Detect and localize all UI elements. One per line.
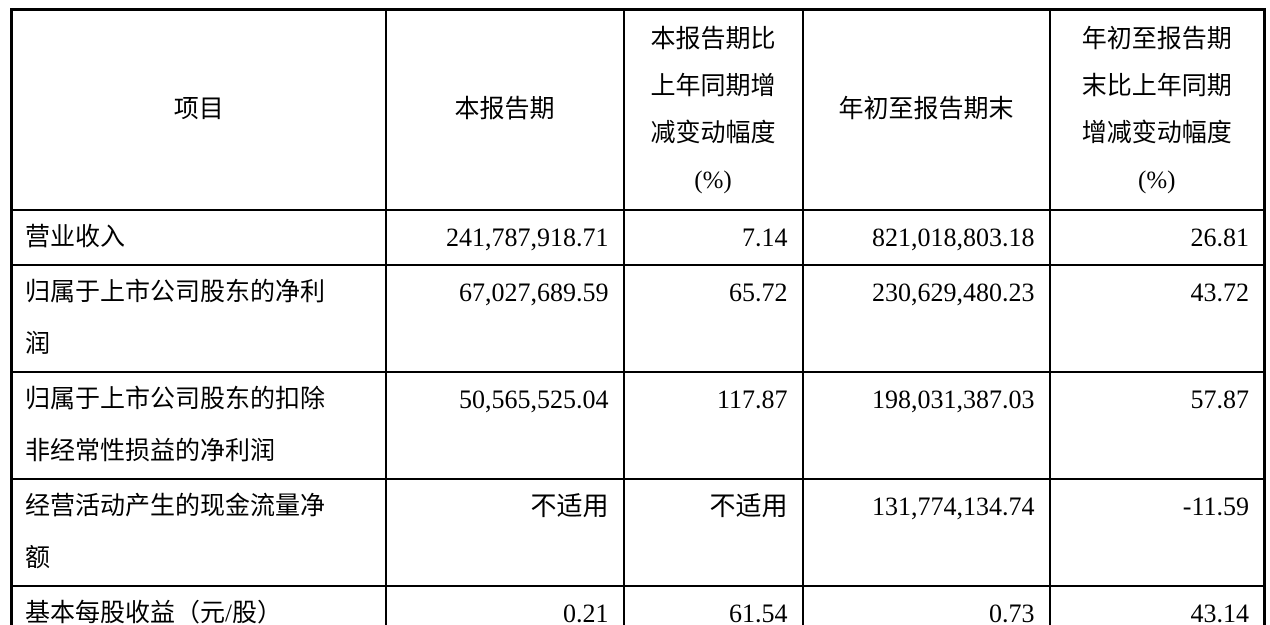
table-row-operating-cash-flow: 经营活动产生的现金流量净 额 不适用 不适用 131,774,134.74 -1… [10, 477, 1266, 587]
row-label-net-profit-excl-nonrecurring: 归属于上市公司股东的扣除 非经常性损益的净利润 [10, 370, 387, 480]
cell-value-ytd-change-pct: -11.59 [1048, 477, 1266, 587]
cell-value-current-period: 50,565,525.04 [384, 370, 625, 480]
cell-value-current-period: 0.21 [384, 584, 625, 625]
cell-value-ytd-change-pct: 43.72 [1048, 263, 1266, 373]
col-header-item: 项目 [10, 8, 387, 211]
table-row-net-profit-excl-nonrecurring: 归属于上市公司股东的扣除 非经常性损益的净利润 50,565,525.04 11… [10, 370, 1266, 480]
cell-value-ytd: 198,031,387.03 [801, 370, 1051, 480]
table-row-basic-eps: 基本每股收益（元/股） 0.21 61.54 0.73 43.14 [10, 584, 1266, 625]
col-header-current-period: 本报告期 [384, 8, 625, 211]
cell-value-current-change-pct: 7.14 [622, 208, 804, 266]
cell-value-ytd-change-pct: 43.14 [1048, 584, 1266, 625]
financial-summary-table: 项目 本报告期 本报告期比 上年同期增 减变动幅度 (%) 年初至报告期末 年初… [10, 8, 1266, 625]
cell-value-current-change-pct: 65.72 [622, 263, 804, 373]
cell-value-current-period: 不适用 [384, 477, 625, 587]
row-label-operating-revenue: 营业收入 [10, 208, 387, 266]
col-header-current-period-change-pct: 本报告期比 上年同期增 减变动幅度 (%) [622, 8, 804, 211]
table-row-operating-revenue: 营业收入 241,787,918.71 7.14 821,018,803.18 … [10, 208, 1266, 266]
table-header-row: 项目 本报告期 本报告期比 上年同期增 减变动幅度 (%) 年初至报告期末 年初… [10, 8, 1266, 211]
row-label-basic-eps: 基本每股收益（元/股） [10, 584, 387, 625]
cell-value-ytd-change-pct: 57.87 [1048, 370, 1266, 480]
cell-value-current-period: 67,027,689.59 [384, 263, 625, 373]
cell-value-ytd: 131,774,134.74 [801, 477, 1051, 587]
table-row-net-profit-attributable: 归属于上市公司股东的净利 润 67,027,689.59 65.72 230,6… [10, 263, 1266, 373]
row-label-net-profit-attributable: 归属于上市公司股东的净利 润 [10, 263, 387, 373]
cell-value-ytd-change-pct: 26.81 [1048, 208, 1266, 266]
col-header-ytd: 年初至报告期末 [801, 8, 1051, 211]
cell-value-current-change-pct: 61.54 [622, 584, 804, 625]
row-label-operating-cash-flow: 经营活动产生的现金流量净 额 [10, 477, 387, 587]
cell-value-ytd: 230,629,480.23 [801, 263, 1051, 373]
cell-value-current-period: 241,787,918.71 [384, 208, 625, 266]
cell-value-current-change-pct: 不适用 [622, 477, 804, 587]
cell-value-ytd: 821,018,803.18 [801, 208, 1051, 266]
cell-value-current-change-pct: 117.87 [622, 370, 804, 480]
cell-value-ytd: 0.73 [801, 584, 1051, 625]
col-header-ytd-change-pct: 年初至报告期 末比上年同期 增减变动幅度 (%) [1048, 8, 1266, 211]
